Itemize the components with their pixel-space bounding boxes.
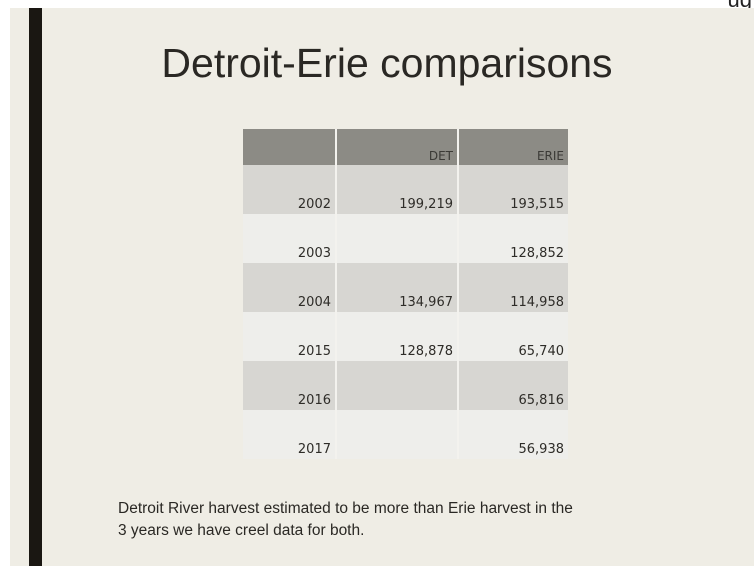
cell-year: 2004	[243, 263, 337, 312]
accent-bar	[29, 8, 42, 569]
cell-year: 2002	[243, 165, 337, 214]
cell-det	[336, 214, 459, 263]
header-cell-year	[243, 129, 337, 165]
table-row: 2015 128,878 65,740	[243, 312, 568, 361]
bottom-strip	[0, 566, 754, 569]
cell-erie: 193,515	[458, 165, 568, 214]
table-row: 2002 199,219 193,515	[243, 165, 568, 214]
header-cell-det: DET	[336, 129, 459, 165]
table-row: 2003 128,852	[243, 214, 568, 263]
header-cell-erie: ERIE	[458, 129, 568, 165]
comparison-table: DET ERIE 2002 199,219 193,515 2003 128,8…	[243, 129, 568, 459]
slide-footnote: Detroit River harvest estimated to be mo…	[118, 498, 678, 542]
cell-det: 199,219	[336, 165, 459, 214]
table-row: 2004 134,967 114,958	[243, 263, 568, 312]
cell-det	[336, 410, 459, 459]
top-strip: ug	[0, 0, 754, 8]
cell-year: 2003	[243, 214, 337, 263]
cell-erie: 128,852	[458, 214, 568, 263]
cell-erie: 56,938	[458, 410, 568, 459]
cell-det: 134,967	[336, 263, 459, 312]
cell-year: 2015	[243, 312, 337, 361]
corner-text: ug	[728, 0, 752, 8]
cell-year: 2016	[243, 361, 337, 410]
cell-erie: 65,816	[458, 361, 568, 410]
table-row: 2017 56,938	[243, 410, 568, 459]
cell-det	[336, 361, 459, 410]
table-header-row: DET ERIE	[243, 129, 568, 165]
footnote-line-1: Detroit River harvest estimated to be mo…	[118, 500, 573, 517]
table-row: 2016 65,816	[243, 361, 568, 410]
footnote-line-2: 3 years we have creel data for both.	[118, 522, 365, 539]
cell-erie: 114,958	[458, 263, 568, 312]
cell-erie: 65,740	[458, 312, 568, 361]
cell-year: 2017	[243, 410, 337, 459]
cell-det: 128,878	[336, 312, 459, 361]
slide-title: Detroit-Erie comparisons	[161, 40, 613, 86]
